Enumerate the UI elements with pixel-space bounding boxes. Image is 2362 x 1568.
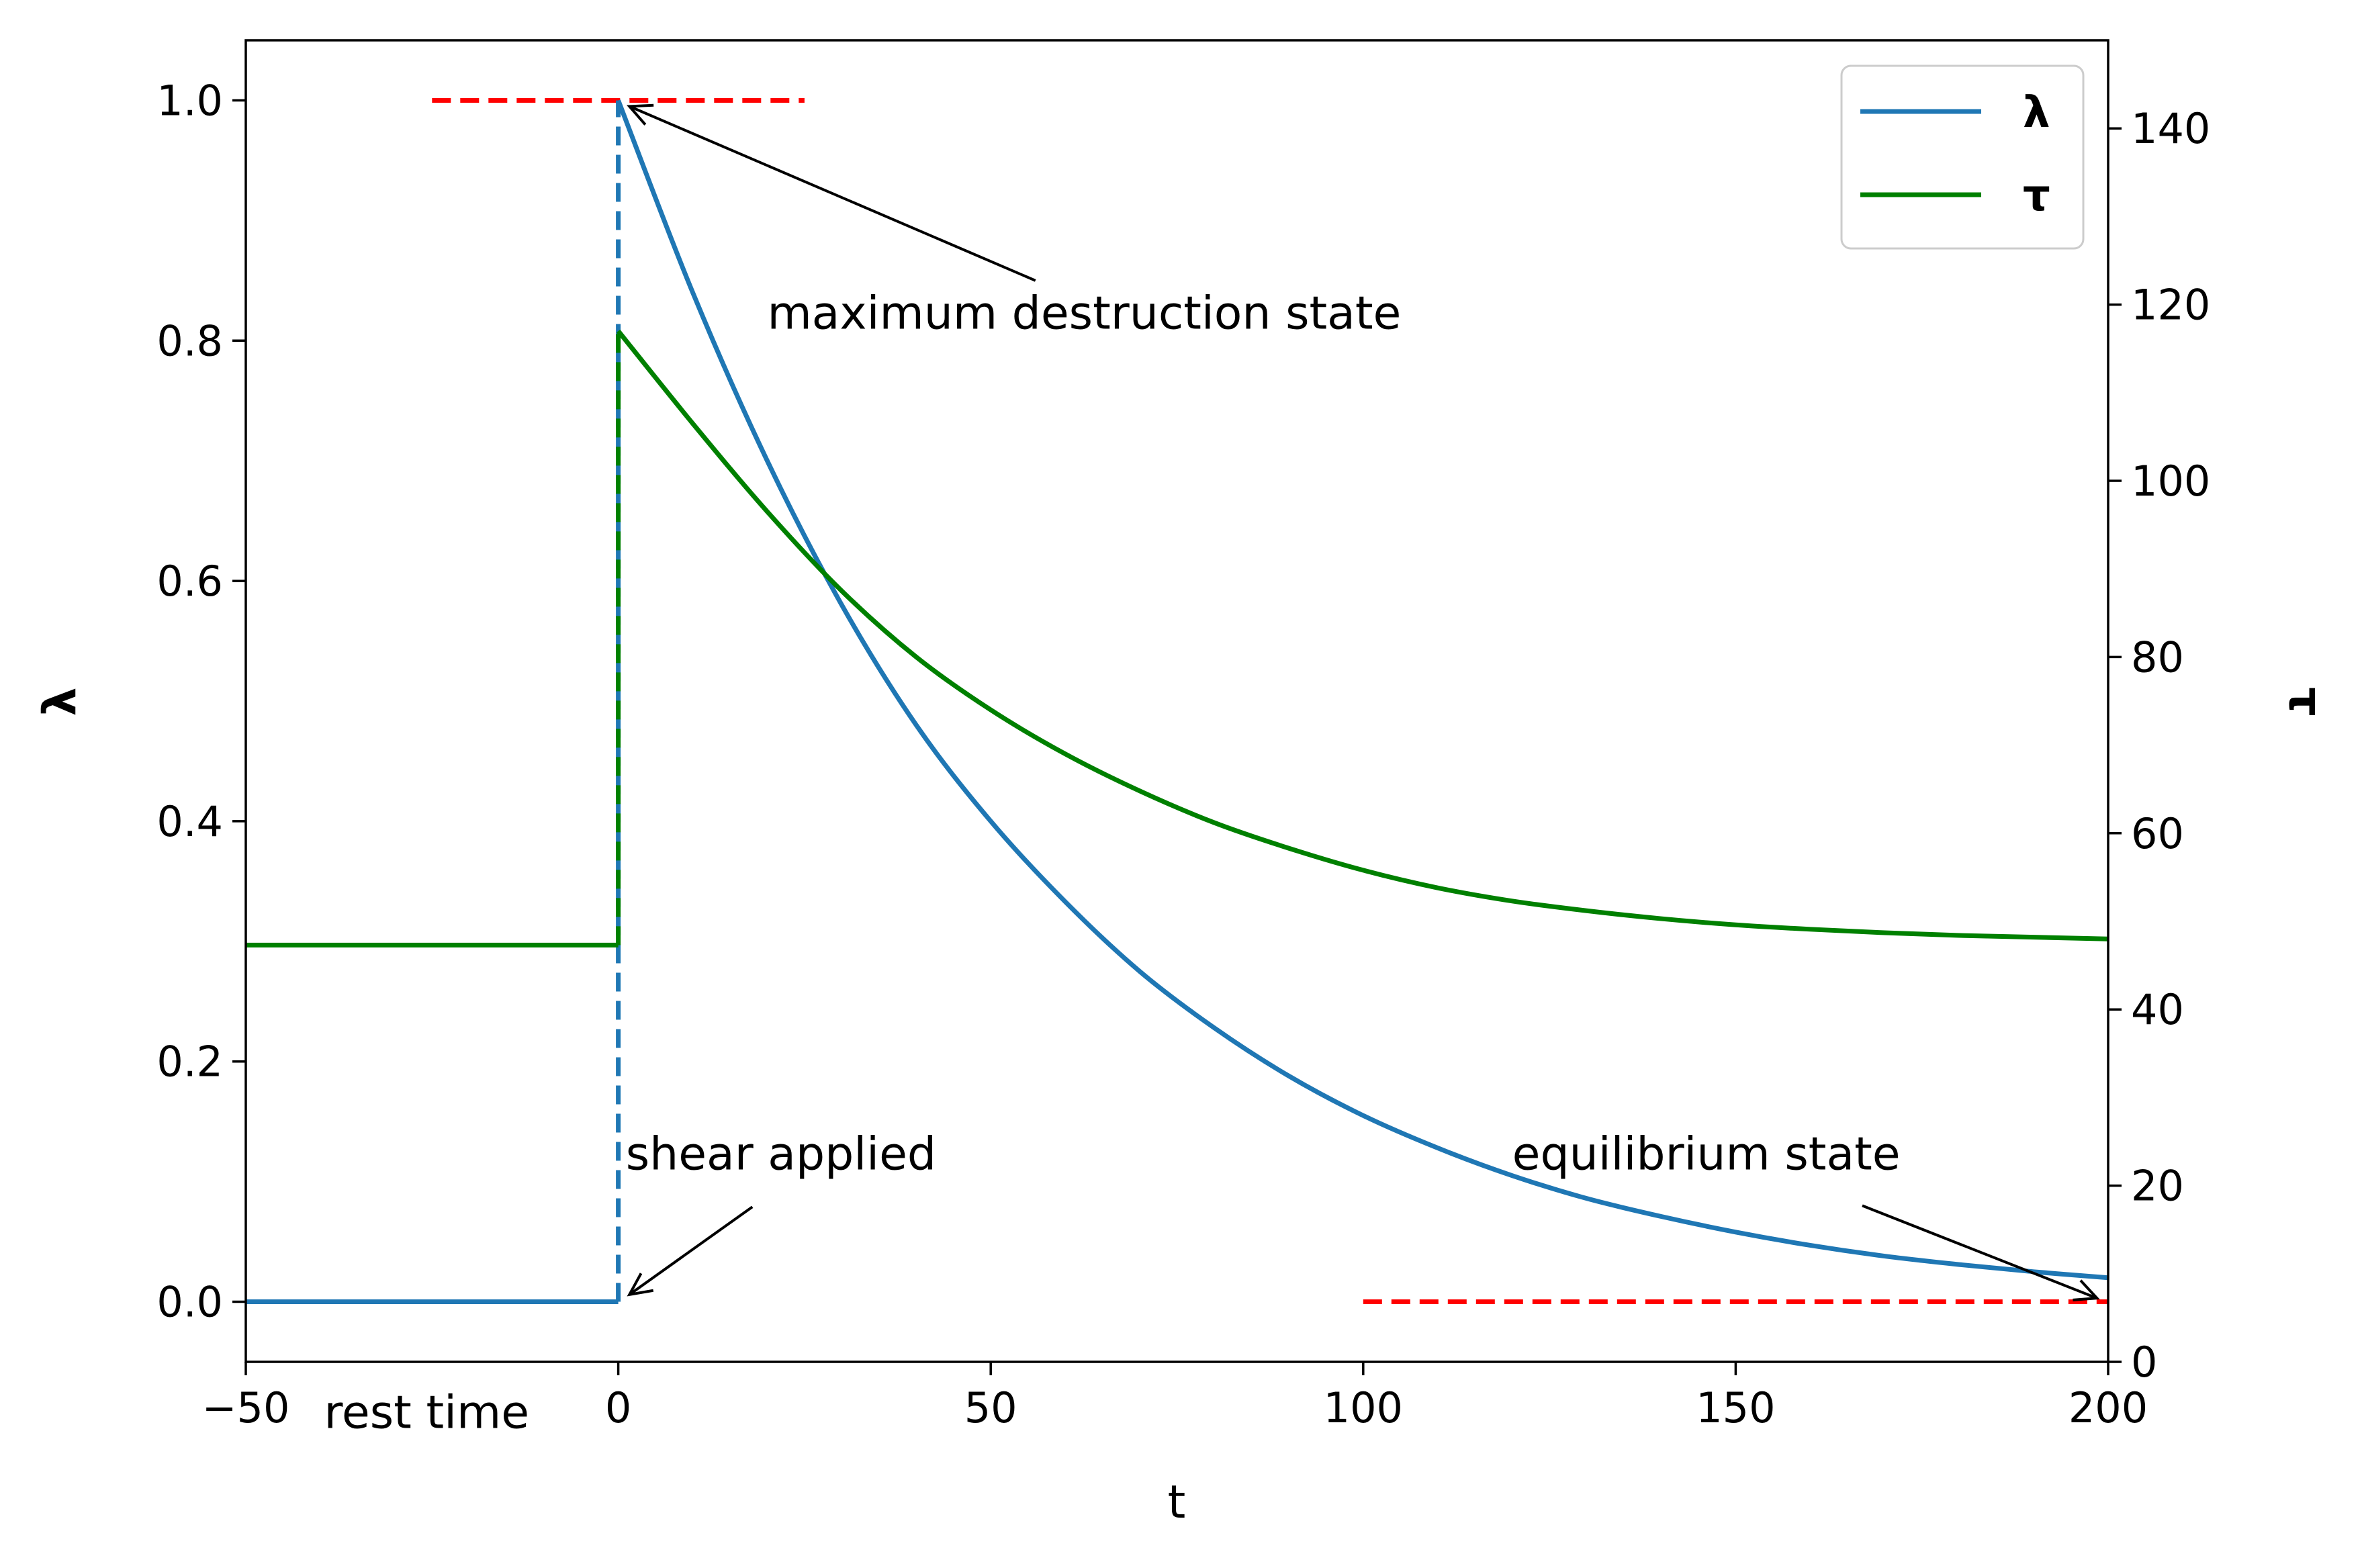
y-right-tick-label-7: 140 (2131, 104, 2210, 153)
annotation-arrowhead-1 (627, 1273, 654, 1297)
annotation-arrowhead-0 (627, 103, 654, 126)
y-right-tick-label-0: 0 (2131, 1338, 2157, 1387)
x-tick-label-4: 150 (1696, 1383, 1775, 1432)
annotation-3: rest time (324, 1386, 529, 1439)
annotation-arrow-2 (1862, 1204, 2098, 1300)
series-line-1-decay (616, 329, 2108, 941)
y-right-tick-label-2: 40 (2131, 985, 2184, 1034)
y-right-tick-label-4: 80 (2131, 633, 2184, 682)
annotation-2: equilibrium state (1512, 1128, 1901, 1181)
series-line-0-decay (616, 99, 2108, 1281)
y-right-tick-label-3: 60 (2131, 809, 2184, 858)
y-left-tick-label-3: 0.6 (156, 557, 223, 606)
y-left-tick-label-0: 0.0 (156, 1278, 223, 1327)
ticks-layer: −50 0 50 100 150 200 0.0 0.2 0.4 0.6 0.8 1.0 0 20 40 60… (156, 76, 2210, 1432)
y-left-tick-label-4: 0.8 (156, 316, 223, 365)
y-axis-left-label: λ (34, 687, 87, 716)
y-right-tick-label-6: 120 (2131, 281, 2210, 330)
y-left-tick-label-1: 0.2 (156, 1037, 223, 1087)
y-axis-right-label: τ (2279, 687, 2332, 716)
annotation-1: shear applied (626, 1128, 936, 1181)
x-tick-label-2: 50 (964, 1383, 1017, 1432)
annotation-arrowhead-2 (2073, 1279, 2100, 1301)
x-tick-label-1: 0 (605, 1383, 631, 1432)
x-tick-label-5: 200 (2069, 1383, 2148, 1432)
annotation-arrow-0 (629, 105, 1036, 282)
annotations-layer: maximum destruction state shear applied eq… (324, 103, 2100, 1439)
legend: λ τ (1840, 64, 2085, 250)
legend-label-tau: τ (2023, 171, 2050, 221)
y-right-tick-label-1: 20 (2131, 1162, 2184, 1211)
y-left-tick-label-5: 1.0 (156, 76, 223, 125)
plot-frame (244, 39, 2109, 1363)
annotation-0: maximum destruction state (767, 287, 1401, 340)
x-axis-label: t (1168, 1476, 1186, 1529)
series-layer (246, 97, 2108, 1305)
y-right-tick-label-5: 100 (2131, 457, 2210, 506)
x-tick-label-3: 100 (1324, 1383, 1403, 1432)
annotation-arrow-1 (629, 1205, 754, 1296)
y-left-tick-label-2: 0.4 (156, 797, 223, 846)
legend-label-lambda: λ (2023, 88, 2050, 138)
x-tick-label-0: −50 (202, 1383, 290, 1432)
